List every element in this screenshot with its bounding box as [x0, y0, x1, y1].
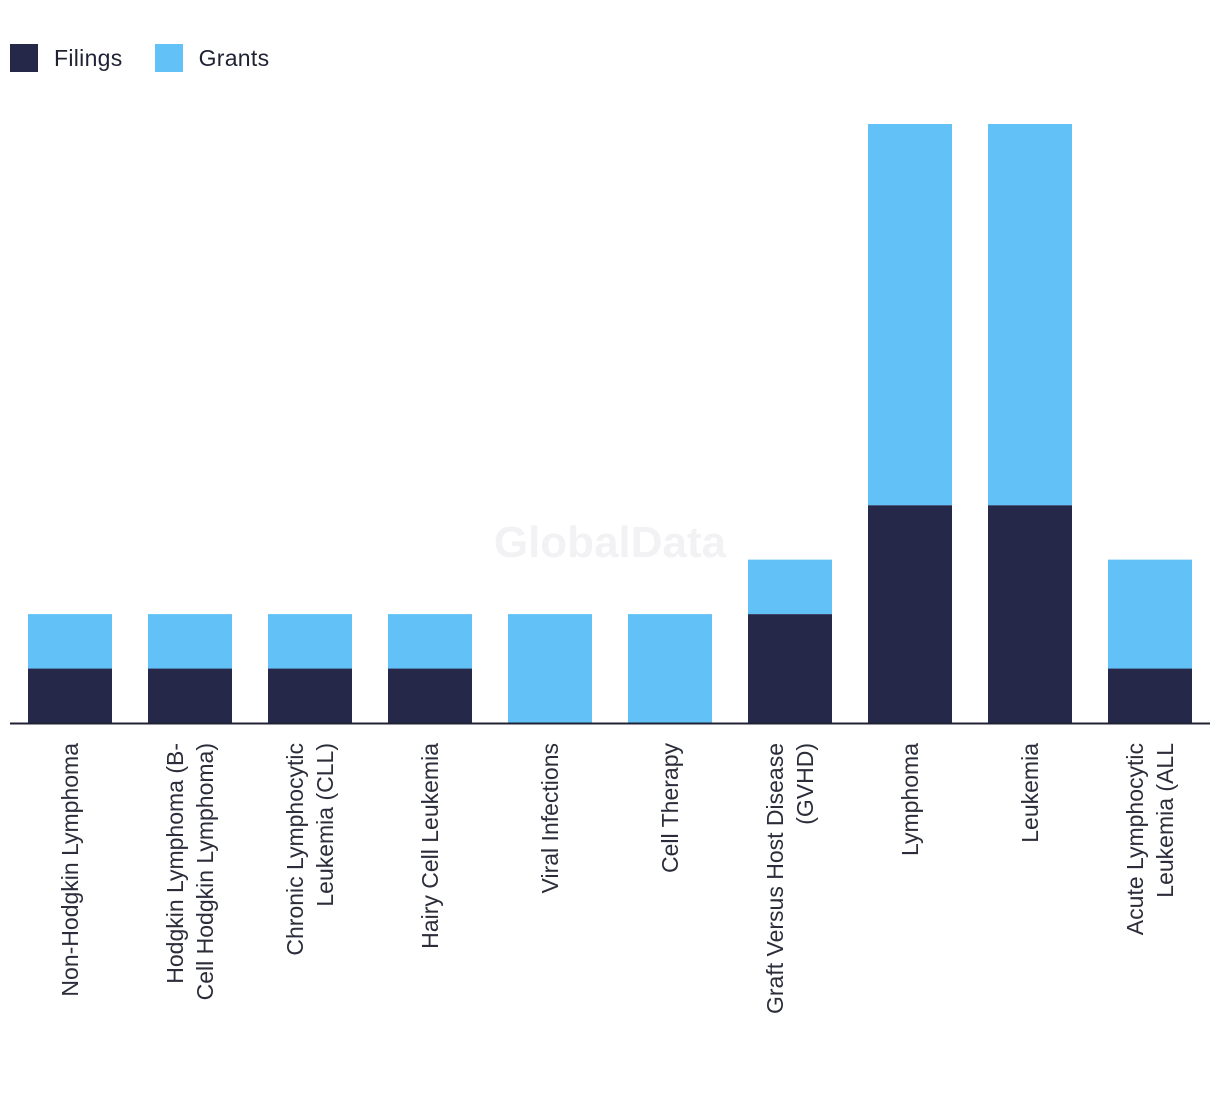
- x-tick-label-7: Lymphoma: [897, 743, 923, 856]
- legend-label-filings: Filings: [54, 44, 123, 71]
- bar-grants-7: [868, 124, 952, 506]
- legend-swatch-grants: [154, 44, 183, 72]
- x-tick-label-9: Acute Lymphocytic Leukemia (ALL: [1122, 743, 1178, 935]
- legend-swatch-filings: [10, 44, 38, 72]
- x-tick-label-1: Hodgkin Lymphoma (B- Cell Hodgkin Lymphom…: [162, 743, 218, 1000]
- chart-legend: Filings Grants: [10, 44, 301, 72]
- bar-grants-0: [28, 614, 112, 669]
- legend-item-filings: Filings: [10, 44, 123, 72]
- bar-grants-8: [988, 124, 1072, 506]
- x-tick-label-4: Viral Infections: [537, 743, 563, 893]
- bar-filings-9: [1108, 668, 1192, 723]
- x-tick-label-5: Cell Therapy: [657, 743, 683, 873]
- bar-grants-5: [628, 614, 712, 723]
- bar-grants-2: [268, 614, 352, 669]
- bar-filings-0: [28, 668, 112, 723]
- bar-filings-8: [988, 505, 1072, 723]
- bar-filings-6: [748, 614, 832, 723]
- bar-filings-7: [868, 505, 952, 723]
- bar-filings-3: [388, 668, 472, 723]
- x-tick-label-8: Leukemia: [1017, 743, 1043, 843]
- bar-grants-9: [1108, 559, 1192, 669]
- x-tick-label-0: Non-Hodgkin Lymphoma: [57, 743, 83, 997]
- x-tick-label-6: Graft Versus Host Disease (GVHD): [762, 743, 818, 1014]
- x-tick-label-3: Hairy Cell Leukemia: [417, 743, 443, 949]
- bar-grants-4: [508, 614, 592, 723]
- legend-label-grants: Grants: [198, 44, 270, 71]
- x-tick-label-2: Chronic Lymphocytic Leukemia (CLL): [282, 743, 338, 956]
- bar-filings-1: [148, 668, 232, 723]
- bar-grants-3: [388, 614, 472, 669]
- legend-item-grants: Grants: [154, 44, 270, 72]
- bar-grants-6: [748, 559, 832, 615]
- bar-filings-2: [268, 668, 352, 723]
- bar-grants-1: [148, 614, 232, 669]
